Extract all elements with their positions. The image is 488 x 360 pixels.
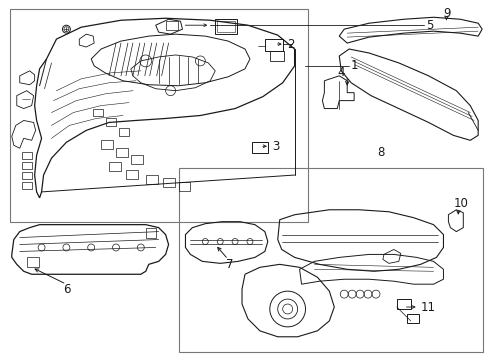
Bar <box>178 168 482 352</box>
Bar <box>217 21 235 32</box>
Bar <box>163 178 174 187</box>
Bar <box>145 175 157 184</box>
Bar <box>178 182 190 191</box>
Bar <box>396 299 410 309</box>
Text: 5: 5 <box>426 19 433 32</box>
Bar <box>21 172 32 179</box>
Bar <box>21 152 32 159</box>
Text: 4: 4 <box>337 66 345 79</box>
Bar <box>131 155 142 164</box>
Bar <box>93 109 103 117</box>
Text: 9: 9 <box>443 7 450 20</box>
Bar <box>27 257 39 267</box>
Bar <box>21 182 32 189</box>
Text: 3: 3 <box>271 140 279 153</box>
Bar <box>264 39 282 51</box>
Bar <box>109 162 121 171</box>
Bar <box>119 129 129 136</box>
Text: 11: 11 <box>420 301 435 314</box>
Text: 2: 2 <box>286 37 294 50</box>
Text: 1: 1 <box>350 59 358 72</box>
Text: 6: 6 <box>63 283 71 296</box>
Bar <box>10 9 307 222</box>
Bar <box>21 162 32 169</box>
Bar <box>145 228 155 238</box>
Bar <box>215 19 237 34</box>
Bar <box>269 51 283 61</box>
Bar <box>116 148 128 157</box>
Bar <box>101 140 113 149</box>
Text: 7: 7 <box>225 258 233 271</box>
Bar <box>165 21 177 30</box>
Bar <box>406 314 418 323</box>
Bar <box>106 118 116 126</box>
Text: 8: 8 <box>376 146 384 159</box>
Bar <box>126 170 138 179</box>
Text: 10: 10 <box>452 197 468 210</box>
Bar <box>251 142 267 153</box>
